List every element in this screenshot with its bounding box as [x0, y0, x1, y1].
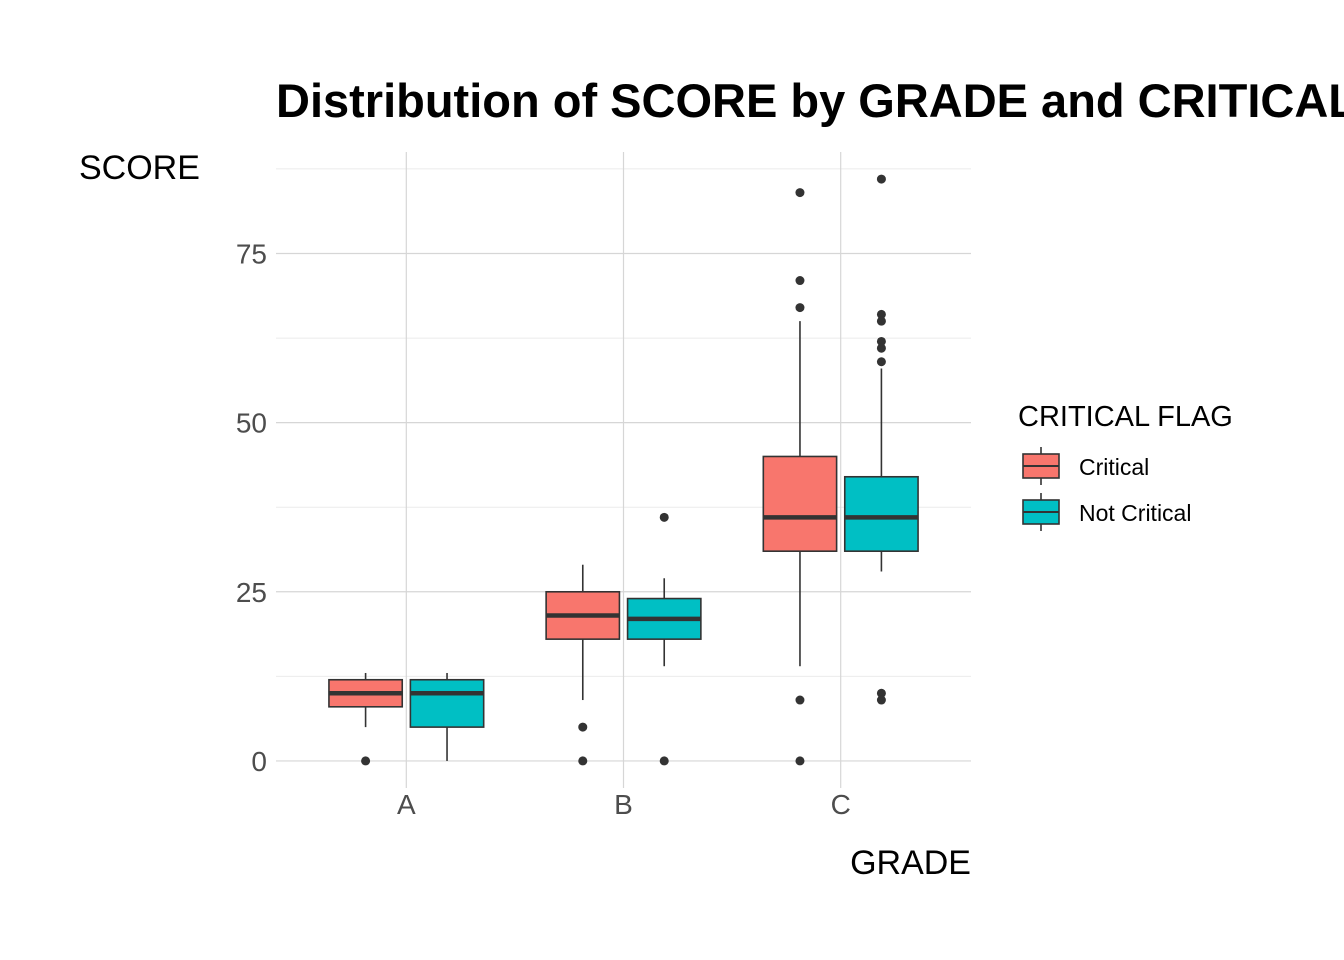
chart-title: Distribution of SCORE by GRADE and CRITI…: [276, 74, 1344, 127]
outlier-point: [876, 357, 886, 367]
box-not-critical-a: [409, 672, 485, 761]
y-tick-label: 75: [236, 238, 267, 269]
outlier-point: [876, 309, 886, 319]
box-not-critical-b: [626, 512, 702, 766]
legend-label: Not Critical: [1079, 500, 1191, 526]
outlier-point: [659, 512, 669, 522]
box-groups: [328, 174, 919, 766]
outlier-point: [578, 722, 588, 732]
x-tick-label: C: [831, 789, 851, 820]
outlier-point: [795, 276, 805, 286]
box-critical-c: [762, 188, 838, 766]
box: [762, 455, 838, 552]
outlier-point: [578, 756, 588, 766]
grid-lines: [276, 152, 971, 788]
outlier-point: [795, 756, 805, 766]
y-tick-labels: 0 25 50 75: [236, 238, 267, 776]
legend-label: Critical: [1079, 454, 1149, 480]
outlier-point: [361, 756, 371, 766]
box-not-critical-c: [843, 174, 919, 705]
outlier-point: [876, 336, 886, 346]
y-axis-title: SCORE: [79, 149, 200, 187]
y-tick-label: 25: [236, 577, 267, 608]
outlier-point: [876, 695, 886, 705]
outlier-point: [795, 695, 805, 705]
y-tick-label: 50: [236, 408, 267, 439]
box-critical-a: [328, 672, 404, 766]
x-tick-label: B: [614, 789, 633, 820]
outlier-point: [876, 174, 886, 184]
outlier-point: [876, 316, 886, 326]
x-tick-labels: A B C: [397, 789, 851, 820]
outlier-point: [795, 188, 805, 198]
outlier-point: [876, 688, 886, 698]
outlier-point: [876, 343, 886, 353]
box-critical-b: [545, 564, 621, 766]
legend-title: CRITICAL FLAG: [1018, 401, 1233, 433]
y-tick-label: 0: [251, 746, 267, 777]
x-tick-label: A: [397, 789, 416, 820]
legend: CRITICAL FLAG Critical Not Critical: [1018, 401, 1233, 531]
outlier-point: [659, 756, 669, 766]
x-axis-title: GRADE: [850, 844, 971, 882]
legend-item-critical: Critical: [1022, 447, 1149, 485]
box: [843, 475, 919, 552]
outlier-point: [795, 303, 805, 313]
box: [409, 678, 485, 728]
legend-item-not-critical: Not Critical: [1022, 493, 1191, 531]
